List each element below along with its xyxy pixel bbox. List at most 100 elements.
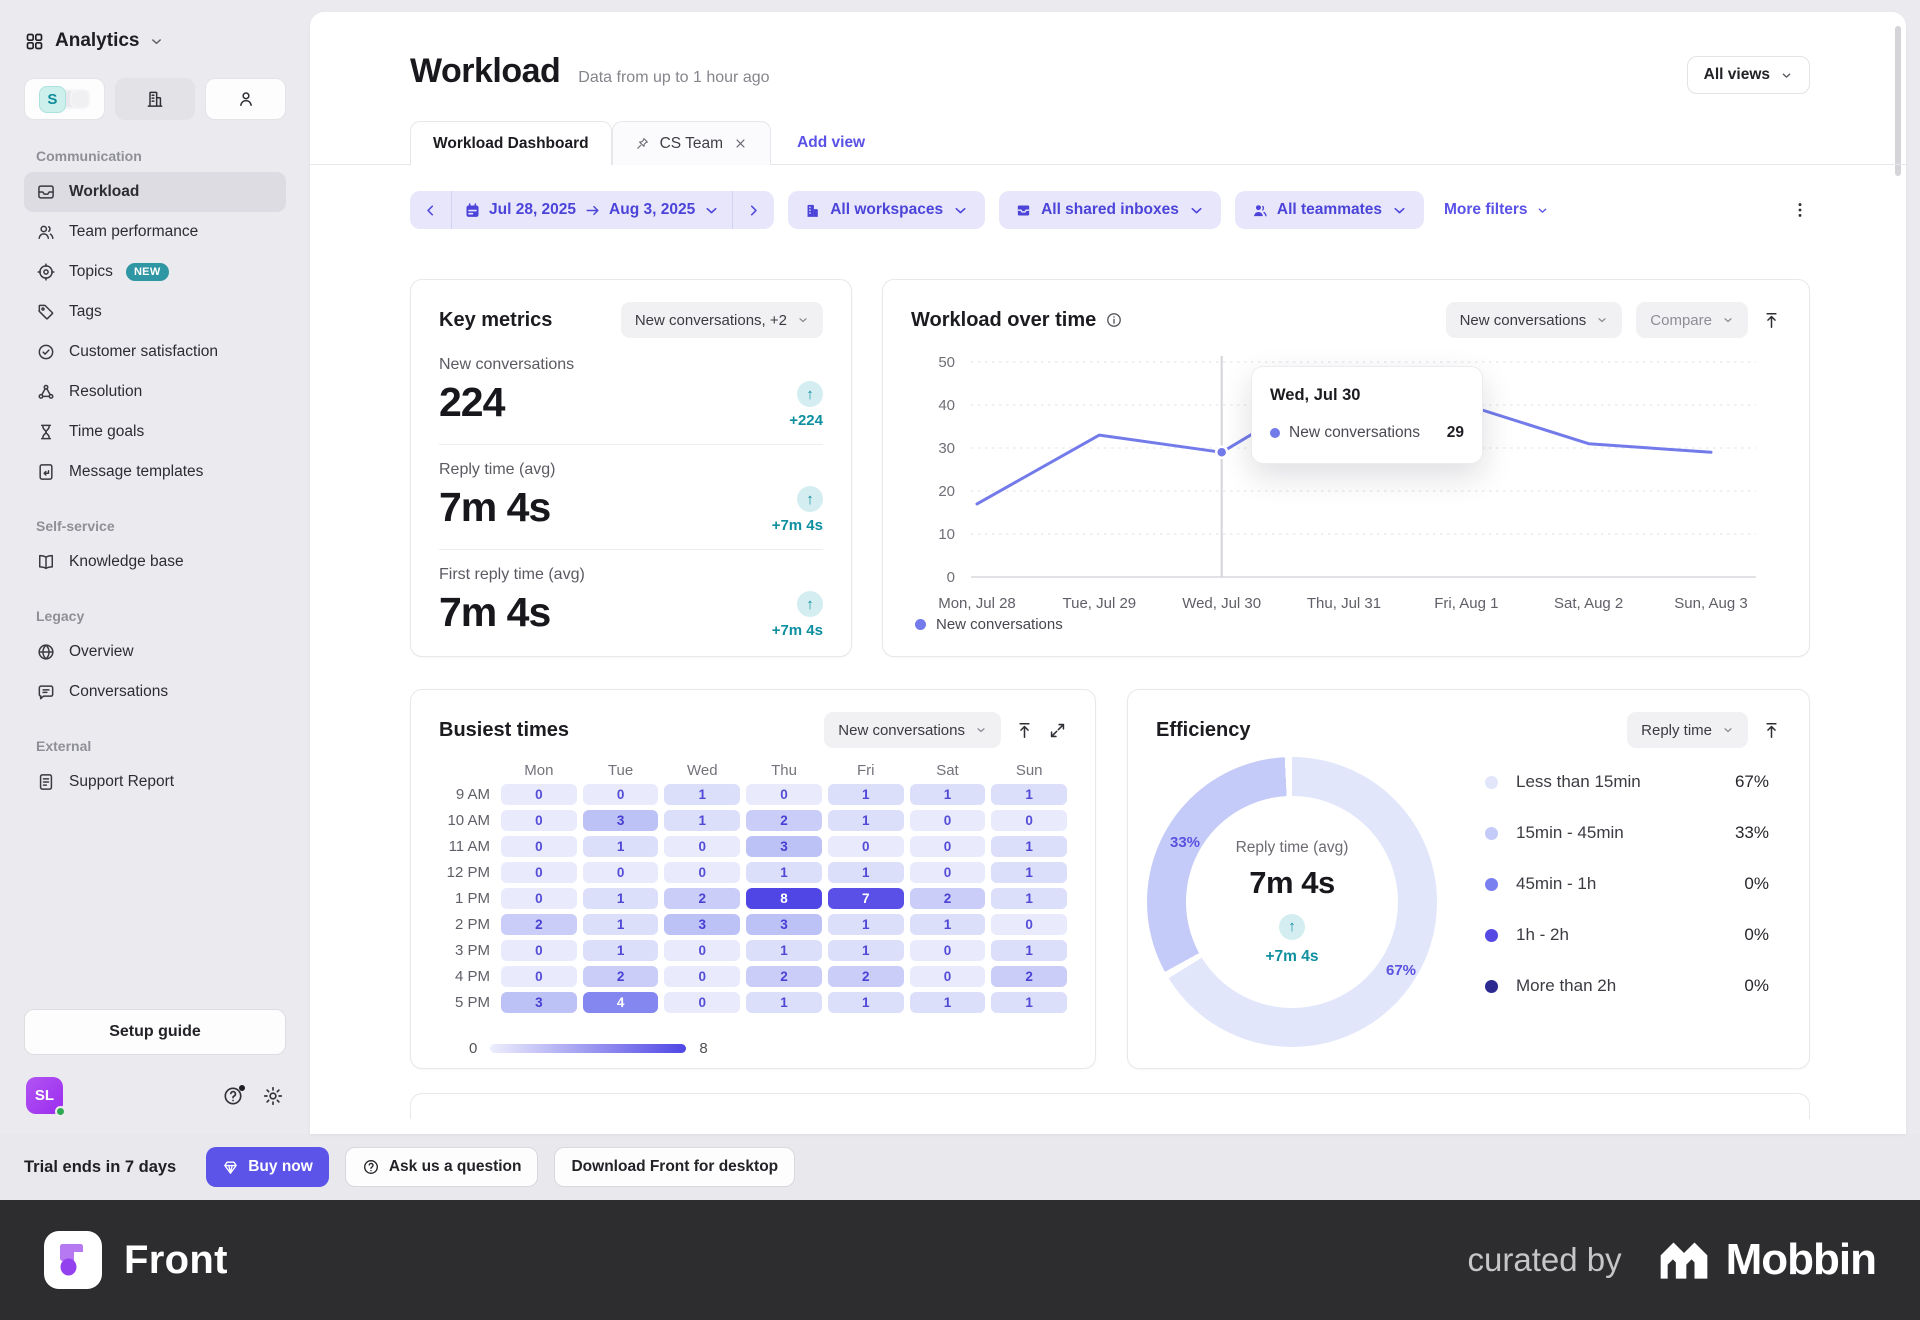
tooltip-series-label: New conversations	[1289, 424, 1420, 441]
heatmap-cell: 2	[746, 966, 822, 987]
view-tabs: Workload Dashboard CS Team Add view	[310, 121, 1906, 166]
mobbin-logo: Mobbin	[1658, 1235, 1877, 1285]
legend-dot	[1485, 928, 1498, 942]
kebab-menu-icon[interactable]	[1790, 200, 1810, 220]
tab-cs-team[interactable]: CS Team	[611, 121, 772, 165]
metric-value: 224	[439, 379, 505, 425]
ask-question-button[interactable]: Ask us a question	[344, 1147, 539, 1187]
compare-selector-label: Compare	[1650, 311, 1712, 329]
chat-icon	[36, 682, 56, 702]
export-icon[interactable]	[1762, 721, 1781, 740]
key-metrics-selector[interactable]: New conversations, +2	[620, 302, 823, 338]
sidebar-item-time-goals[interactable]: Time goals	[24, 412, 286, 452]
workspaces-filter[interactable]: All workspaces	[788, 191, 986, 229]
up-arrow-icon: ↑	[797, 381, 823, 407]
busiest-metric-selector-label: New conversations	[838, 721, 965, 739]
line-metric-selector-label: New conversations	[1459, 311, 1587, 329]
metric-new-conversations: New conversations 224 ↑ +224	[439, 340, 823, 444]
heatmap-cell: 1	[582, 836, 659, 857]
all-views-button[interactable]: All views	[1686, 56, 1810, 94]
scrollbar-thumb[interactable]	[1895, 26, 1901, 176]
legend-percent: 67%	[1734, 772, 1769, 791]
sidebar-item-tags[interactable]: Tags	[24, 292, 286, 332]
sidebar-item-message-templates[interactable]: Message templates	[24, 452, 286, 492]
setup-guide-button[interactable]: Setup guide	[24, 1009, 286, 1055]
heatmap-cell: 7	[827, 888, 904, 909]
busiest-times-card: Busiest times New conversations	[410, 689, 1096, 1069]
gear-icon[interactable]	[262, 1085, 284, 1107]
heatmap-row-label: 12 PM	[446, 864, 490, 881]
teammates-filter-label: All teammates	[1276, 201, 1382, 218]
toggle-teammate-view[interactable]	[205, 78, 287, 120]
workspace-switcher[interactable]: Analytics	[24, 30, 286, 52]
chevron-down-icon	[1391, 202, 1408, 219]
sidebar-item-workload[interactable]: Workload	[24, 172, 286, 212]
mobbin-brand-name: Mobbin	[1725, 1235, 1877, 1284]
download-desktop-button[interactable]: Download Front for desktop	[554, 1147, 796, 1187]
heatmap-cell: 2	[746, 810, 822, 831]
heatmap-cell: 1	[827, 862, 904, 883]
badge-check-icon	[36, 342, 56, 362]
heatmap-row: 4 PM 0 2 0 2 2 0 2	[439, 966, 1068, 987]
heatmap-column-label: Sun	[1015, 762, 1043, 779]
compare-selector[interactable]: Compare	[1636, 302, 1748, 338]
busiest-times-title: Busiest times	[439, 718, 570, 741]
main-panel: Workload Data from up to 1 hour ago All …	[310, 12, 1906, 1134]
heatmap-cell: 1	[664, 810, 741, 831]
heatmap-cell: 0	[664, 992, 741, 1013]
sidebar-item-customer-satisfaction[interactable]: Customer satisfaction	[24, 332, 286, 372]
buy-now-button[interactable]: Buy now	[206, 1147, 329, 1187]
heatmap-cell: 8	[746, 888, 822, 909]
heatmap-row-label: 1 PM	[454, 890, 490, 907]
expand-icon[interactable]	[1048, 721, 1067, 740]
sidebar-item-team-performance[interactable]: Team performance	[24, 212, 286, 252]
sidebar-item-topics[interactable]: Topics NEW	[24, 252, 286, 292]
avatar[interactable]: SL	[26, 1077, 66, 1117]
date-range-button[interactable]: Jul 28, 2025 Aug 3, 2025	[451, 191, 732, 229]
sidebar-item-overview[interactable]: Overview	[24, 632, 286, 672]
legend-dot	[1485, 877, 1498, 891]
export-icon[interactable]	[1762, 311, 1781, 330]
export-icon[interactable]	[1015, 721, 1034, 740]
date-next-button[interactable]	[732, 191, 774, 229]
legend-dot	[1485, 979, 1498, 993]
sidebar-item-resolution[interactable]: Resolution	[24, 372, 286, 412]
help-icon[interactable]	[222, 1084, 245, 1107]
heatmap-cell: 0	[664, 966, 741, 987]
key-metrics-card: Key metrics New conversations, +2 New co…	[410, 279, 852, 657]
sidebar-item-conversations[interactable]: Conversations	[24, 672, 286, 712]
chevron-left-icon	[422, 202, 439, 219]
template-icon	[36, 462, 56, 482]
efficiency-donut-ring[interactable]: Reply time (avg) 7m 4s ↑ +7m 4s	[1147, 757, 1437, 1047]
teammates-filter[interactable]: All teammates	[1234, 191, 1424, 229]
toggle-shared-view[interactable]: S	[24, 78, 105, 120]
front-logo	[44, 1231, 102, 1289]
svg-text:Fri, Aug 1: Fri, Aug 1	[1434, 595, 1498, 612]
efficiency-metric-selector[interactable]: Reply time	[1627, 712, 1748, 748]
close-icon[interactable]	[733, 136, 748, 151]
svg-text:Mon, Jul 28: Mon, Jul 28	[938, 595, 1016, 612]
legend-percent: 0%	[1744, 925, 1769, 944]
busiest-grid: Mon Tue Wed Thu Fri Sat Sun 9 AM 0 0 1 0 1 1 1 10 AM 0 3 1…	[411, 748, 1095, 1013]
heatmap-cell: 1	[991, 836, 1068, 857]
heatmap-cell: 0	[827, 836, 904, 857]
info-icon[interactable]	[1105, 311, 1123, 329]
toggle-company-view[interactable]	[114, 78, 196, 120]
heatmap-cell: 0	[501, 940, 577, 961]
sidebar-item-label: Knowledge base	[69, 553, 184, 570]
heatmap-cell: 0	[909, 940, 986, 961]
add-view-button[interactable]: Add view	[797, 134, 866, 151]
line-metric-selector[interactable]: New conversations	[1445, 302, 1623, 338]
date-prev-button[interactable]	[410, 191, 451, 229]
heatmap-column-label: Sat	[936, 762, 959, 779]
heatmap-cell: 2	[827, 966, 904, 987]
more-filters-button[interactable]: More filters	[1444, 201, 1549, 219]
sidebar-item-knowledge-base[interactable]: Knowledge base	[24, 542, 286, 582]
metric-label: First reply time (avg)	[439, 566, 585, 583]
tab-workload-dashboard[interactable]: Workload Dashboard	[410, 121, 612, 166]
sidebar-item-support-report[interactable]: Support Report	[24, 762, 286, 802]
shared-inboxes-filter[interactable]: All shared inboxes	[999, 191, 1221, 229]
metric-value: 7m 4s	[439, 484, 551, 530]
busiest-metric-selector[interactable]: New conversations	[824, 712, 1001, 748]
heatmap-cell: 0	[909, 810, 986, 831]
